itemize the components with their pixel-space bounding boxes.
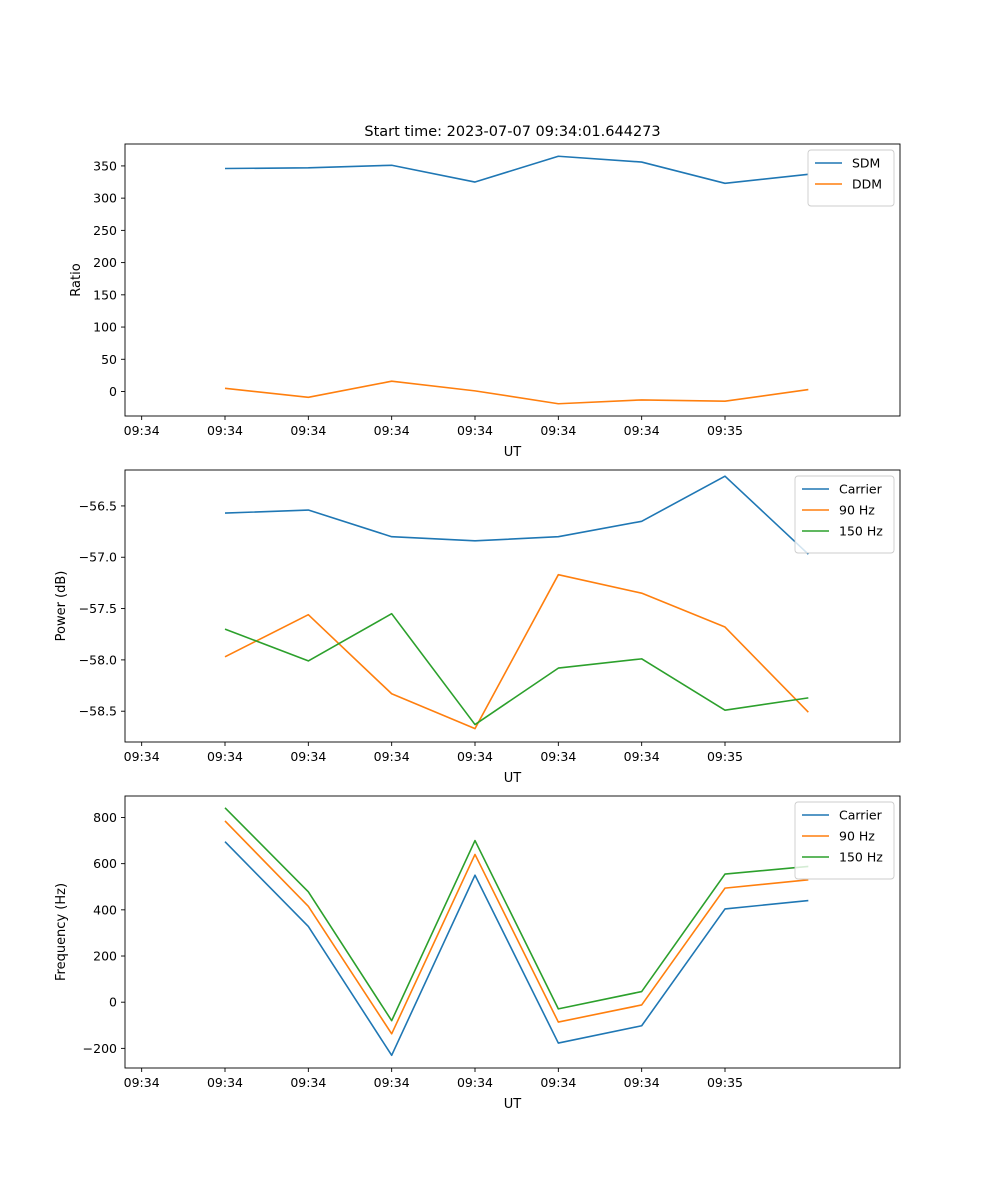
x-tick-label: 09:34 — [124, 1075, 160, 1090]
x-tick-label: 09:34 — [207, 749, 243, 764]
legend: Carrier 90 Hz 150 Hz — [794, 475, 895, 554]
legend-box — [794, 801, 895, 880]
x-tick-label: 09:34 — [457, 1075, 493, 1090]
legend-label: 90 Hz — [839, 829, 875, 844]
chart-panel-2: 09:34 09:34 09:34 09:34 09:34 09:34 09:34 09:35… — [54, 469, 901, 786]
series-line-90-hz — [224, 820, 809, 1035]
y-axis-label: Frequency (Hz) — [54, 883, 69, 981]
y-tick-label: −58.5 — [79, 704, 117, 719]
y-tick-label: 100 — [93, 320, 117, 335]
y-axis-label: Ratio — [69, 263, 84, 296]
y-tick-label: −56.5 — [79, 498, 117, 513]
y-tick-label: −57.0 — [79, 550, 117, 565]
y-tick-label: −58.0 — [79, 652, 117, 667]
series-line-carrier — [224, 841, 809, 1057]
x-tick-label: 09:35 — [707, 749, 743, 764]
x-tick-label: 09:34 — [540, 423, 576, 438]
series-line-carrier — [224, 475, 809, 555]
x-tick-label: 09:34 — [540, 749, 576, 764]
y-tick-label: 250 — [93, 223, 117, 238]
x-tick-label: 09:34 — [624, 423, 660, 438]
x-tick-label: 09:34 — [457, 749, 493, 764]
legend-label: 150 Hz — [839, 524, 883, 539]
legend-label: SDM — [852, 156, 880, 171]
series-line-150-hz — [224, 612, 809, 726]
x-tick-label: 09:34 — [374, 1075, 410, 1090]
x-tick-label: 09:34 — [124, 423, 160, 438]
x-tick-label: 09:34 — [540, 1075, 576, 1090]
legend: Carrier 90 Hz 150 Hz — [794, 801, 895, 880]
y-tick-label: 200 — [93, 255, 117, 270]
plot-area-frame — [124, 795, 901, 1069]
x-tick-label: 09:35 — [707, 1075, 743, 1090]
x-tick-label: 09:34 — [374, 423, 410, 438]
chart-panel-1: Start time: 2023-07-07 09:34:01.644273 09… — [69, 124, 901, 460]
legend-label: DDM — [852, 177, 882, 192]
y-tick-label: 300 — [93, 191, 117, 206]
y-axis-label: Power (dB) — [54, 571, 69, 642]
y-tick-label: 600 — [93, 856, 117, 871]
x-tick-label: 09:34 — [207, 423, 243, 438]
legend-label: Carrier — [839, 808, 883, 823]
legend-box — [794, 475, 895, 554]
legend-label: Carrier — [839, 482, 883, 497]
legend: SDM DDM — [807, 149, 895, 207]
y-tick-label: 400 — [93, 902, 117, 917]
y-tick-label: −200 — [83, 1041, 117, 1056]
series-line-150-hz — [224, 807, 809, 1022]
legend-label: 90 Hz — [839, 503, 875, 518]
x-axis-label: UT — [504, 1097, 522, 1112]
x-tick-label: 09:34 — [124, 749, 160, 764]
x-axis-label: UT — [504, 771, 522, 786]
x-axis-label: UT — [504, 445, 522, 460]
x-tick-label: 09:34 — [290, 749, 326, 764]
x-tick-label: 09:34 — [290, 1075, 326, 1090]
plot-area-frame — [124, 469, 901, 743]
legend-box — [807, 149, 895, 207]
y-tick-label: 350 — [93, 158, 117, 173]
y-tick-label: 0 — [109, 995, 117, 1010]
y-tick-label: 50 — [101, 352, 117, 367]
legend-label: 150 Hz — [839, 850, 883, 865]
series-line-ddm — [224, 380, 809, 405]
series-line-90-hz — [224, 573, 809, 730]
x-tick-label: 09:34 — [207, 1075, 243, 1090]
y-tick-label: 150 — [93, 287, 117, 302]
x-tick-label: 09:34 — [624, 749, 660, 764]
x-tick-label: 09:34 — [290, 423, 326, 438]
y-tick-label: −57.5 — [79, 601, 117, 616]
x-tick-label: 09:35 — [707, 423, 743, 438]
x-tick-label: 09:34 — [457, 423, 493, 438]
x-tick-label: 09:34 — [624, 1075, 660, 1090]
y-tick-label: 0 — [109, 384, 117, 399]
chart-panel-3: 09:34 09:34 09:34 09:34 09:34 09:34 09:34 09:35… — [54, 795, 901, 1112]
y-tick-label: 200 — [93, 949, 117, 964]
plot-area-frame — [124, 143, 901, 417]
y-tick-label: 800 — [93, 810, 117, 825]
x-tick-label: 09:34 — [374, 749, 410, 764]
chart-title: Start time: 2023-07-07 09:34:01.644273 — [364, 124, 660, 140]
series-line-sdm — [224, 155, 809, 185]
